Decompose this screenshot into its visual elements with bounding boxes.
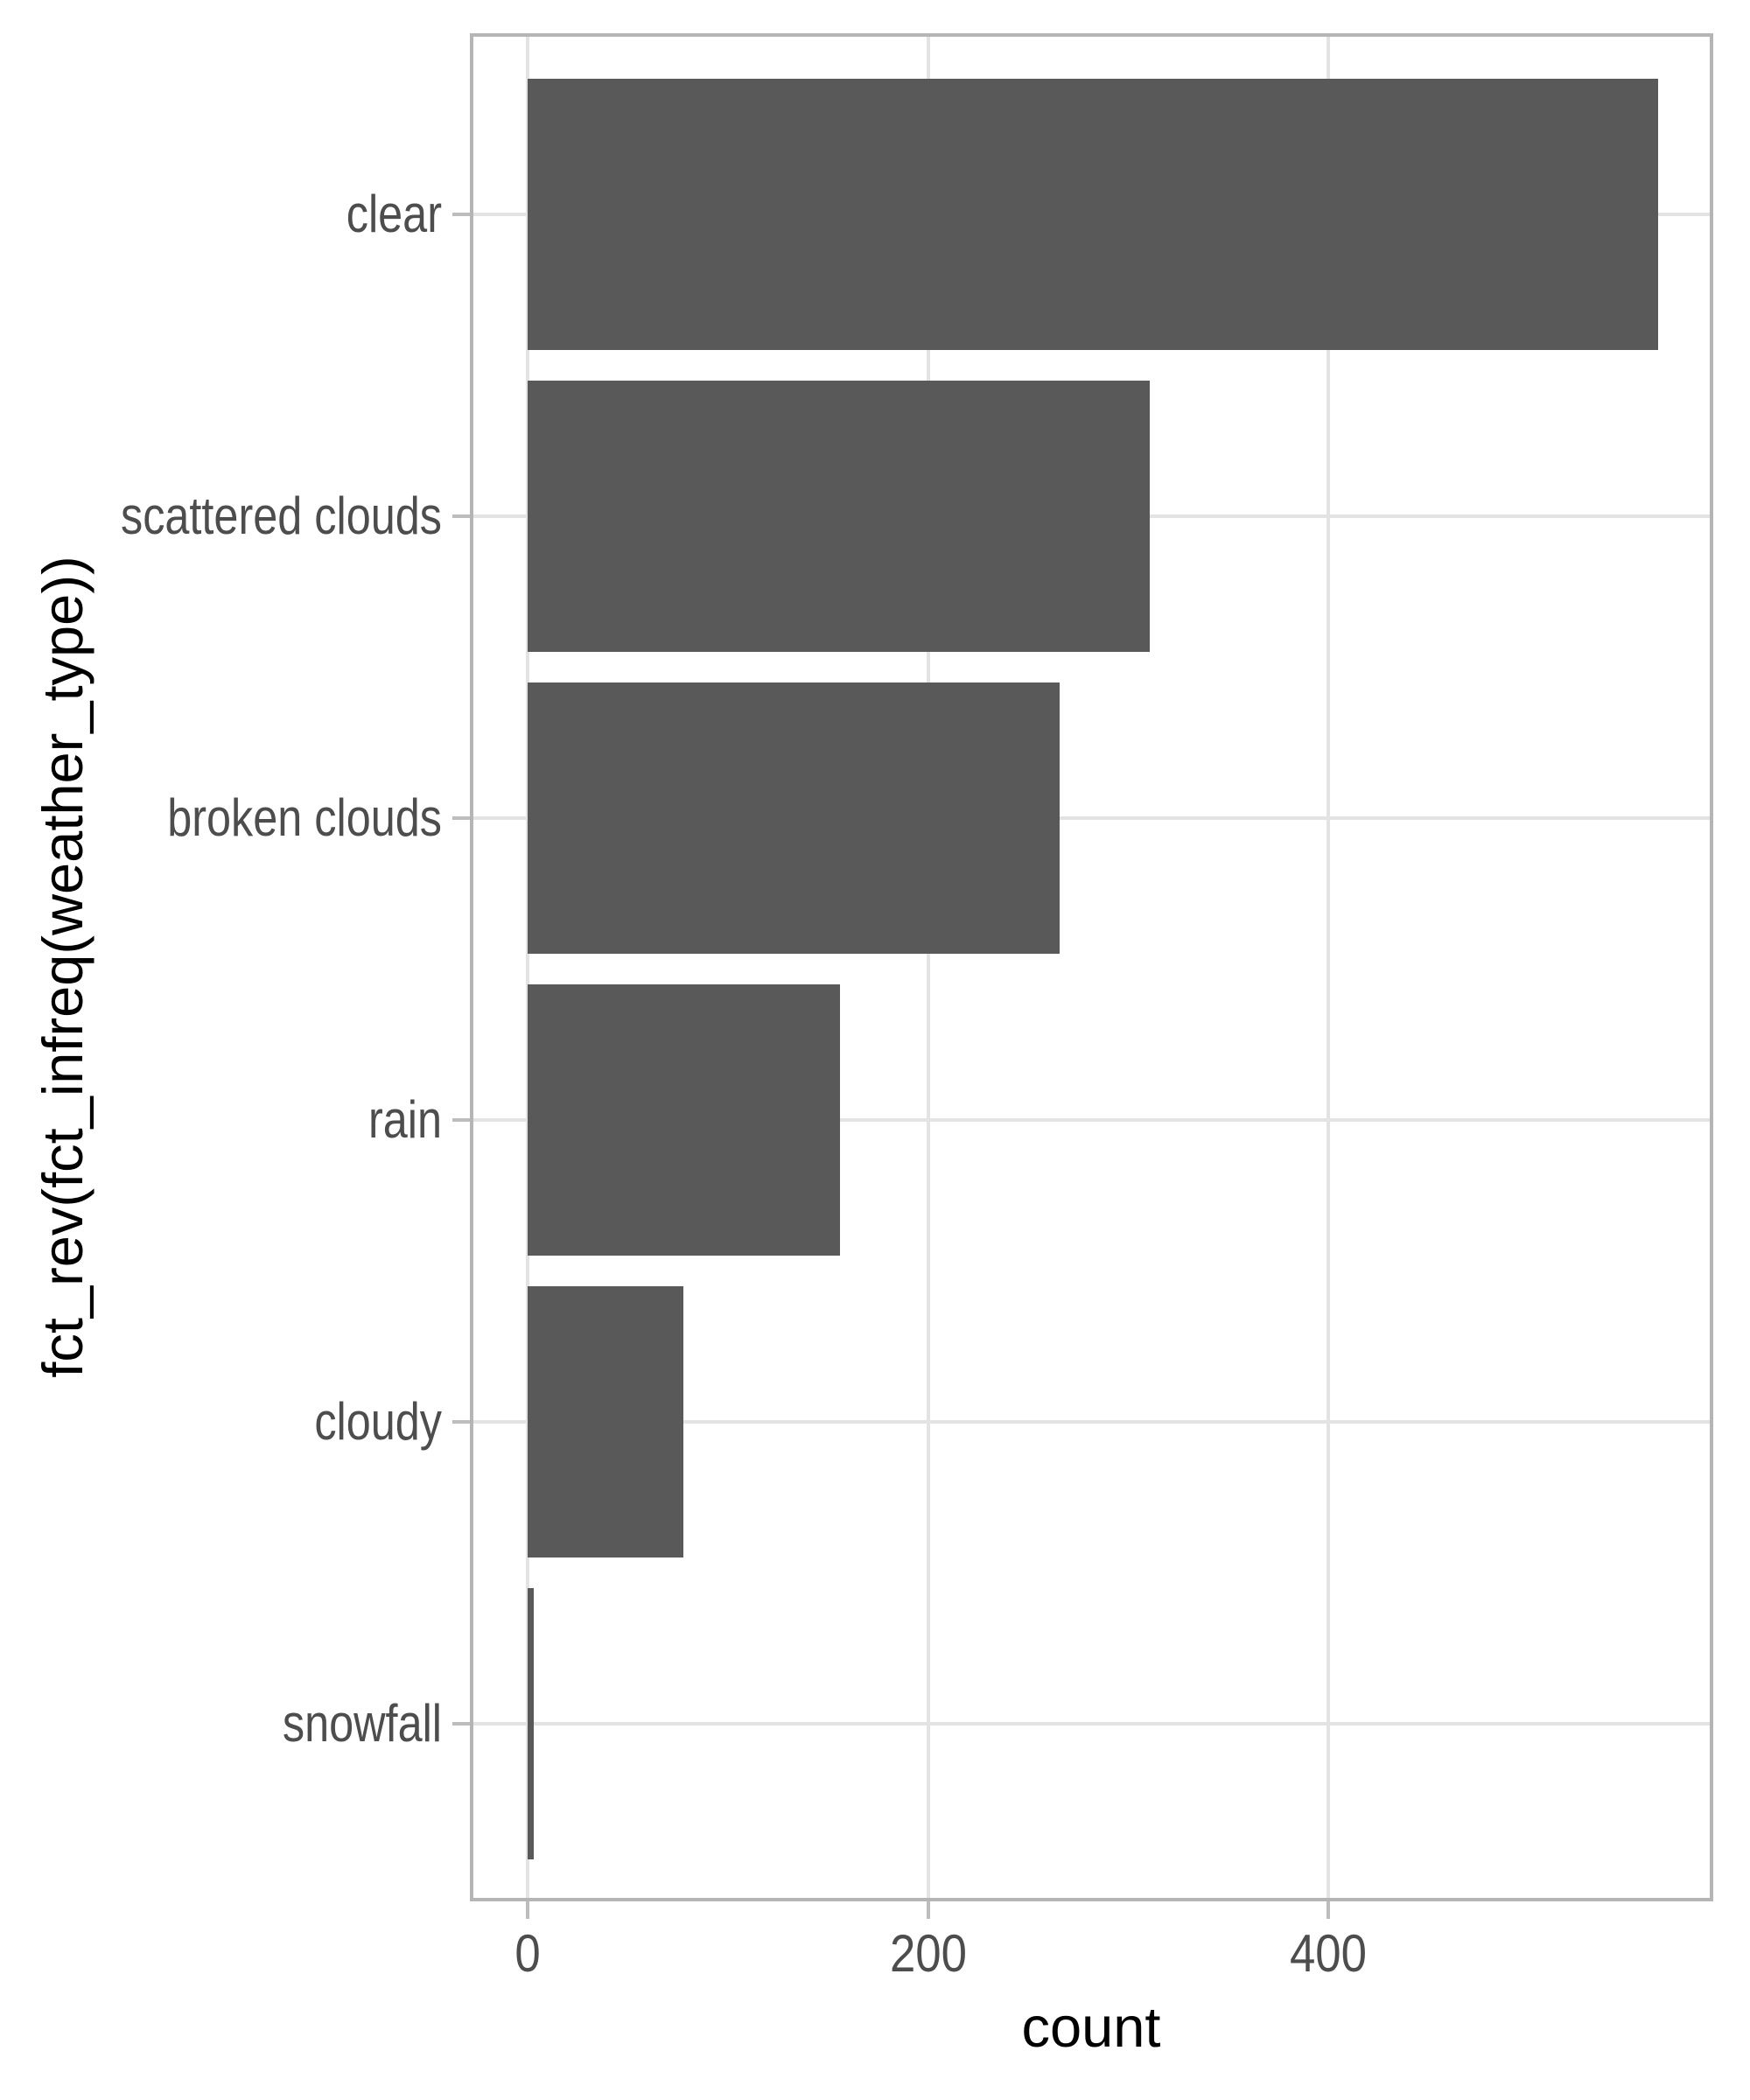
major-gridline-x bbox=[926, 37, 930, 1898]
plot-panel bbox=[470, 33, 1713, 1901]
y-tick-label: snowfall bbox=[282, 1694, 442, 1753]
y-axis-tick bbox=[452, 213, 470, 216]
y-axis-title: fct_rev(fct_infreq(weather_type)) bbox=[31, 556, 94, 1378]
major-gridline-x bbox=[1326, 37, 1330, 1898]
bar-cloudy bbox=[528, 1286, 684, 1558]
x-axis-title: count bbox=[1021, 1995, 1161, 2059]
x-axis-tick bbox=[1326, 1901, 1330, 1919]
bar-snowfall bbox=[528, 1588, 534, 1859]
y-tick-label: cloudy bbox=[314, 1392, 442, 1451]
major-gridline-y bbox=[473, 1722, 1710, 1726]
x-tick-label: 0 bbox=[514, 1924, 541, 1983]
bar-clear bbox=[528, 79, 1659, 350]
major-gridline-y bbox=[473, 816, 1710, 820]
x-axis-tick bbox=[926, 1901, 930, 1919]
y-axis-tick bbox=[452, 1420, 470, 1424]
bar-broken-clouds bbox=[528, 682, 1060, 954]
x-tick-label: 200 bbox=[889, 1924, 967, 1983]
y-tick-label: clear bbox=[346, 185, 442, 243]
x-tick-label: 400 bbox=[1289, 1924, 1368, 1983]
x-axis-tick bbox=[526, 1901, 529, 1919]
major-gridline-y bbox=[473, 1420, 1710, 1424]
y-axis-tick bbox=[452, 816, 470, 820]
bar-scattered-clouds bbox=[528, 381, 1151, 652]
bar-rain bbox=[528, 984, 840, 1256]
y-tick-label: scattered clouds bbox=[120, 486, 442, 545]
y-tick-label: broken clouds bbox=[167, 788, 442, 847]
y-tick-label: rain bbox=[368, 1090, 442, 1149]
major-gridline-y bbox=[473, 1118, 1710, 1122]
y-axis-tick bbox=[452, 1118, 470, 1122]
y-axis-tick bbox=[452, 514, 470, 518]
major-gridline-x bbox=[526, 37, 529, 1898]
y-axis-tick bbox=[452, 1722, 470, 1726]
